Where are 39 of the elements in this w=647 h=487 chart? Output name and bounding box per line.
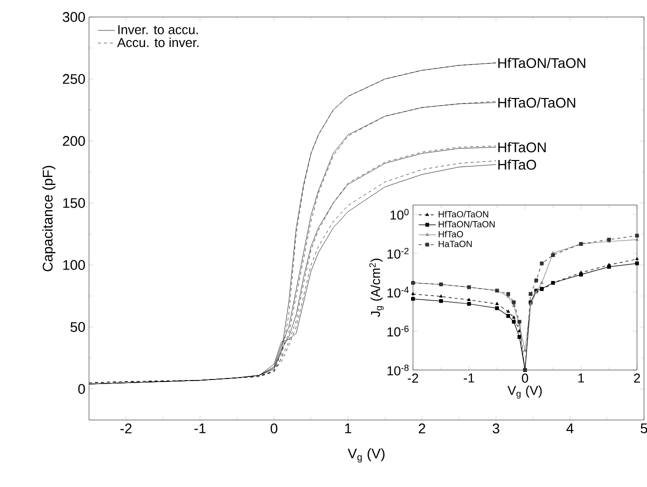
legend-label: HfTaON/TaON bbox=[438, 220, 495, 228]
legend-label: HaTaON bbox=[438, 240, 472, 248]
x-tick-label: 1 bbox=[345, 424, 352, 434]
annotation: HfTaON/TaON bbox=[498, 58, 586, 68]
y-tick-label: 10$^{-8}$ bbox=[388, 364, 409, 376]
annotation: HfTaON bbox=[498, 142, 546, 152]
x-tick-label: -1 bbox=[464, 374, 474, 382]
y-tick-label: 10$^{-4}$ bbox=[388, 286, 409, 298]
x-tick-label: 2 bbox=[634, 374, 640, 383]
x-tick-label: 2 bbox=[418, 424, 426, 434]
x-tick-label: -2 bbox=[120, 424, 132, 434]
x-tick-label: -2 bbox=[408, 374, 418, 383]
y-tick-label: 250 bbox=[62, 74, 85, 84]
legend-label: Inver. to accu. bbox=[118, 25, 198, 34]
y-tick-label: 200 bbox=[62, 136, 85, 146]
x-tick-label: 5 bbox=[640, 424, 647, 434]
y-tick-label: 150 bbox=[63, 198, 85, 208]
y-tick-label: 10$^{0}$ bbox=[390, 208, 409, 220]
y-tick-label: 300 bbox=[62, 12, 85, 22]
x-axis-title: V$_{g}$ (V) bbox=[348, 448, 384, 462]
y-axis-title: J$_{g}$ (A/cm$^{2}$) bbox=[369, 258, 384, 317]
x-axis-title: V$_{g}$ (V) bbox=[508, 386, 542, 399]
legend-label: HfTaO/TaON bbox=[438, 210, 488, 218]
x-tick-label: 4 bbox=[566, 424, 574, 434]
y-tick-label: 0 bbox=[78, 384, 85, 394]
y-tick-label: 100 bbox=[63, 260, 85, 270]
x-tick-label: 1 bbox=[578, 374, 584, 382]
y-axis-title: Capacitance (pF) bbox=[42, 166, 56, 272]
legend-label: HfTaO bbox=[438, 230, 464, 238]
legend-label: Accu. to inver. bbox=[117, 38, 199, 48]
x-tick-label: 0 bbox=[270, 424, 278, 434]
y-tick-label: 10$^{-6}$ bbox=[388, 326, 409, 336]
y-tick-label: 50 bbox=[70, 322, 85, 332]
y-tick-label: 10$^{-2}$ bbox=[388, 248, 409, 259]
x-tick-label: 0 bbox=[522, 374, 528, 383]
annotation: HfTaO bbox=[498, 159, 536, 170]
x-tick-label: 3 bbox=[492, 424, 500, 434]
x-tick-label: -1 bbox=[194, 424, 206, 434]
annotation: HfTaO/TaON bbox=[498, 97, 576, 108]
